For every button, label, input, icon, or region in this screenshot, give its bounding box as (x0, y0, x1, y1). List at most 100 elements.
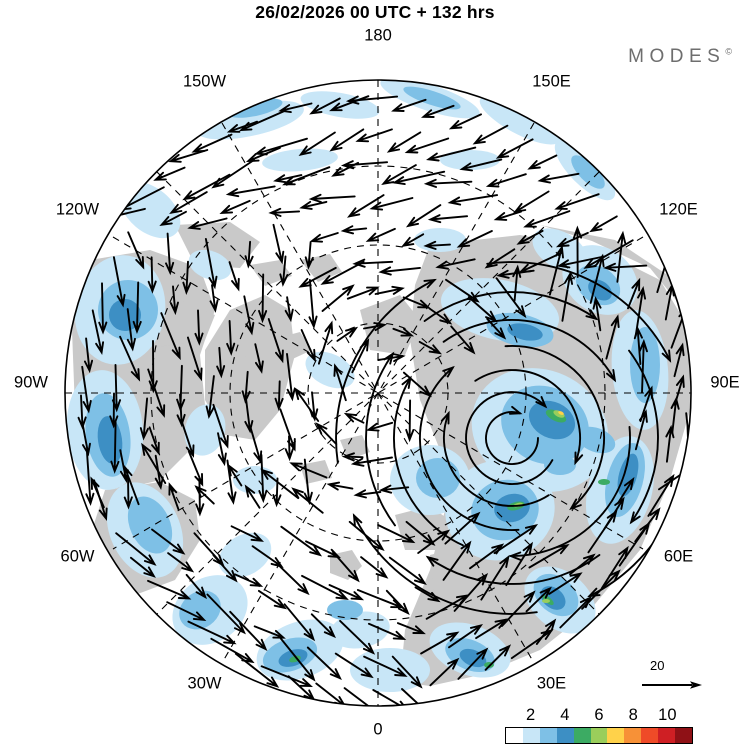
wind-arrow (600, 545, 629, 590)
wind-arrow (428, 307, 453, 325)
wind-arrow (279, 255, 289, 287)
wind-arrow (405, 399, 415, 443)
wind-arrow (216, 346, 226, 379)
map-contents (65, 80, 691, 706)
wind-arrow (291, 487, 324, 514)
wind-arrow (286, 353, 296, 402)
vortex-arrowhead (401, 375, 412, 389)
wind-arrow (429, 657, 460, 687)
colorbar-swatch (539, 728, 557, 743)
wind-scale-value: 20 (650, 658, 665, 673)
wind-arrow (341, 452, 364, 462)
wind-arrow (352, 258, 394, 268)
wind-arrow (298, 131, 336, 157)
wind-arrow (168, 482, 180, 510)
lon-label-60w: 60W (60, 547, 95, 565)
wind-arrow (345, 95, 399, 105)
vortex-arrowhead (661, 349, 672, 363)
wind-arrow (289, 462, 328, 479)
wind-arrow (391, 655, 423, 689)
wind-arrow (369, 197, 414, 211)
wind-arrow (194, 309, 204, 346)
vortex-arrowhead (569, 498, 582, 511)
wind-arrow (633, 325, 643, 365)
wind-arrow (537, 172, 580, 184)
wind-arrow (98, 282, 108, 335)
wind-arrow (484, 644, 512, 671)
wind-arrow (378, 266, 421, 276)
wind-arrow (525, 586, 552, 613)
wind-arrow (267, 318, 284, 364)
wind-arrow (459, 158, 503, 172)
wind-arrow (244, 484, 261, 509)
wind-arrow (396, 622, 426, 635)
lon-label-0: 0 (373, 720, 383, 739)
vortex-arc (509, 425, 631, 557)
wind-arrow (110, 421, 120, 474)
wind-arrow (418, 340, 443, 355)
wind-arrow (485, 173, 527, 188)
wind-arrow (238, 110, 285, 132)
wind-arrow (147, 368, 166, 418)
vortex-arc (486, 261, 671, 362)
wind-arrow (457, 647, 489, 680)
wind-arrow (512, 190, 550, 214)
wind-arrow (243, 295, 255, 336)
lon-label-120e: 120E (659, 200, 698, 218)
wind-arrow (326, 481, 354, 491)
vortex-arc (426, 554, 601, 585)
wind-arrow (300, 329, 316, 363)
wind-arrow (381, 164, 417, 186)
wind-arrow (306, 646, 342, 681)
wind-arrow (510, 629, 554, 660)
wind-arrow (310, 613, 337, 639)
wind-arrow (340, 160, 389, 170)
lon-label-150w: 150W (182, 72, 227, 91)
vortex-arrowhead (535, 396, 548, 409)
wind-arrow (258, 453, 268, 504)
wind-arrow (385, 589, 410, 616)
colorbar-legend: 2 4 6 8 10 (505, 706, 693, 746)
vortex-arrowhead (508, 405, 523, 415)
wind-arrow (670, 396, 680, 435)
colorbar-swatch (573, 728, 591, 743)
wind-arrow (638, 338, 648, 394)
vortex-arc (465, 391, 554, 485)
wind-arrow (115, 532, 157, 566)
wind-arrow (187, 217, 228, 230)
wind-arrow (339, 619, 376, 655)
wind-arrow (309, 97, 341, 115)
lon-label-150e: 150E (532, 72, 571, 91)
wind-arrow (377, 524, 416, 544)
colorbar-swatch (607, 728, 625, 743)
wind-arrow (181, 422, 195, 458)
polar-map (64, 79, 692, 707)
colorbar-swatch (522, 728, 540, 743)
wind-arrow (523, 210, 571, 228)
wind-arrow (605, 314, 620, 360)
wind-arrow (257, 589, 287, 610)
wind-arrow (388, 556, 427, 586)
wind-arrow (85, 451, 95, 507)
wind-arrow (284, 296, 294, 323)
wind-arrow (91, 309, 105, 355)
wind-arrow (355, 128, 393, 143)
wind-arrow (111, 363, 122, 413)
wind-arrow (627, 277, 641, 310)
wind-arrow (401, 233, 425, 248)
wind-arrow (226, 459, 237, 505)
wind-arrow (423, 178, 473, 188)
wind-arrow (472, 124, 509, 145)
wind-arrow (260, 665, 313, 687)
wind-arrow (217, 432, 227, 467)
wind-arrow (435, 258, 476, 270)
wind-arrow (182, 260, 192, 295)
wind-arrow (583, 239, 634, 269)
wind-arrow (154, 454, 164, 491)
wind-arrow (356, 589, 404, 609)
wind-arrow (244, 399, 254, 434)
vortex-streamlines (335, 261, 689, 615)
vortex-arc (393, 376, 464, 547)
colorbar-tick: 2 (526, 706, 536, 724)
